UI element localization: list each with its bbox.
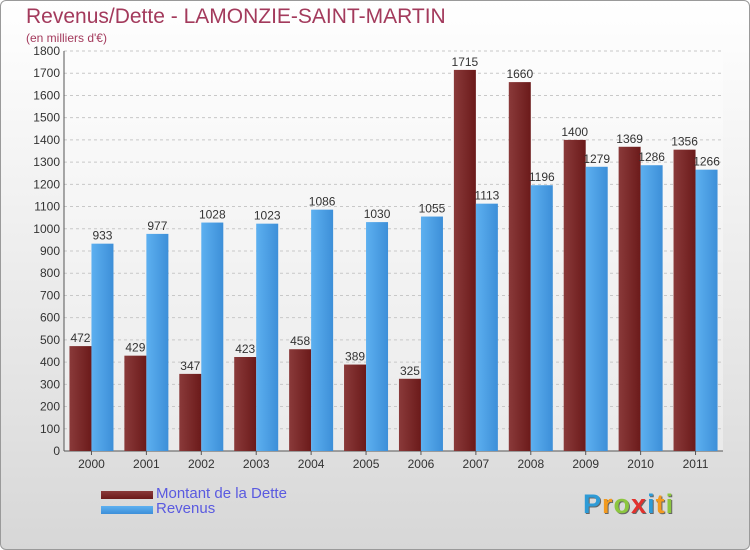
y-tick-label: 1100 xyxy=(34,200,60,214)
bar-dette xyxy=(234,357,257,451)
y-tick-label: 1200 xyxy=(33,177,60,191)
x-tick-label: 2006 xyxy=(408,457,435,471)
legend-swatch-revenus xyxy=(101,506,153,514)
y-tick-label: 1600 xyxy=(33,88,60,102)
bar-revenus xyxy=(256,223,279,451)
bar-revenus xyxy=(585,166,608,451)
x-tick-label: 2000 xyxy=(78,457,105,471)
legend-label-dette: Montant de la Dette xyxy=(156,485,287,502)
y-tick-label: 1000 xyxy=(33,222,60,236)
bar-dette xyxy=(398,378,421,451)
chart-title: Revenus/Dette - LAMONZIE-SAINT-MARTIN xyxy=(26,5,446,28)
x-tick-label: 2002 xyxy=(188,457,215,471)
data-label: 1356 xyxy=(671,135,698,149)
data-label: 423 xyxy=(235,342,255,356)
logo-letter: i xyxy=(647,489,656,519)
y-tick-label: 400 xyxy=(40,355,60,369)
data-label: 1030 xyxy=(364,207,391,221)
data-label: 1400 xyxy=(561,125,588,139)
y-tick-label: 800 xyxy=(40,266,60,280)
logo-letter: o xyxy=(613,489,632,519)
logo-letter: r xyxy=(602,489,614,519)
bar-revenus xyxy=(420,216,443,451)
legend-label-revenus: Revenus xyxy=(156,500,216,517)
bar-revenus xyxy=(146,233,169,451)
proxiti-logo: Proxiti xyxy=(583,489,674,520)
y-tick-label: 1700 xyxy=(33,66,60,80)
data-label: 1196 xyxy=(529,170,555,184)
logo-letter: t xyxy=(655,489,666,519)
y-tick-label: 0 xyxy=(53,444,60,458)
data-label: 1660 xyxy=(506,67,533,81)
data-label: 1028 xyxy=(199,208,226,222)
data-label: 1113 xyxy=(474,189,499,203)
x-tick-label: 2010 xyxy=(627,457,654,471)
data-label: 325 xyxy=(400,364,420,378)
bar-revenus xyxy=(695,169,718,451)
logo-letter: i xyxy=(665,489,675,519)
bar-dette xyxy=(124,355,147,451)
y-tick-label: 600 xyxy=(40,311,60,325)
bar-dette xyxy=(618,146,641,451)
x-tick-label: 2007 xyxy=(463,457,490,471)
bar-revenus xyxy=(640,165,663,451)
x-tick-label: 2009 xyxy=(572,457,599,471)
data-label: 472 xyxy=(70,331,90,345)
data-label: 458 xyxy=(290,334,310,348)
bar-revenus xyxy=(311,209,334,451)
y-tick-label: 1500 xyxy=(33,111,60,125)
bar-dette xyxy=(344,364,367,451)
bar-dette xyxy=(563,139,586,451)
data-label: 1266 xyxy=(693,155,720,169)
data-label: 933 xyxy=(92,229,112,243)
logo-letter: x xyxy=(631,489,648,519)
bar-dette xyxy=(179,373,202,451)
data-label: 1715 xyxy=(452,55,479,69)
bar-revenus xyxy=(530,185,553,451)
bar-revenus xyxy=(201,222,224,451)
bar-dette xyxy=(673,149,696,451)
x-tick-label: 2005 xyxy=(353,457,380,471)
y-tick-label: 1300 xyxy=(33,155,60,169)
data-label: 1286 xyxy=(638,150,665,164)
bar-dette xyxy=(69,346,92,451)
bar-dette xyxy=(508,82,531,451)
y-tick-label: 300 xyxy=(40,377,60,391)
y-tick-label: 200 xyxy=(40,400,60,414)
y-tick-label: 500 xyxy=(40,333,60,347)
data-label: 1279 xyxy=(583,152,610,166)
y-tick-label: 1400 xyxy=(33,133,60,147)
bar-dette xyxy=(453,69,476,451)
y-tick-label: 700 xyxy=(40,288,60,302)
data-label: 1369 xyxy=(616,132,643,146)
x-tick-label: 2011 xyxy=(683,457,709,471)
bar-revenus xyxy=(366,222,389,451)
bar-dette xyxy=(289,349,312,451)
x-tick-label: 2008 xyxy=(517,457,544,471)
data-label: 977 xyxy=(147,219,167,233)
x-tick-label: 2004 xyxy=(298,457,325,471)
logo-letter: P xyxy=(583,489,603,519)
data-label: 1023 xyxy=(254,209,281,223)
x-tick-label: 2001 xyxy=(133,457,160,471)
data-label: 1055 xyxy=(419,202,446,216)
y-tick-label: 900 xyxy=(40,244,60,258)
data-label: 429 xyxy=(125,341,145,355)
data-label: 347 xyxy=(180,359,200,373)
data-label: 389 xyxy=(345,350,365,364)
bar-revenus xyxy=(91,243,114,451)
y-tick-label: 1800 xyxy=(33,44,60,58)
y-tick-label: 100 xyxy=(40,422,60,436)
legend-swatch-dette xyxy=(101,491,153,499)
bar-revenus xyxy=(475,203,498,451)
data-label: 1086 xyxy=(309,195,336,209)
bar-chart: 0 100 200 300 400 500 600 700 800 900 1000 1100 1200… xyxy=(33,44,723,471)
x-tick-label: 2003 xyxy=(243,457,270,471)
chart-subtitle: (en milliers d'€) xyxy=(26,31,107,45)
